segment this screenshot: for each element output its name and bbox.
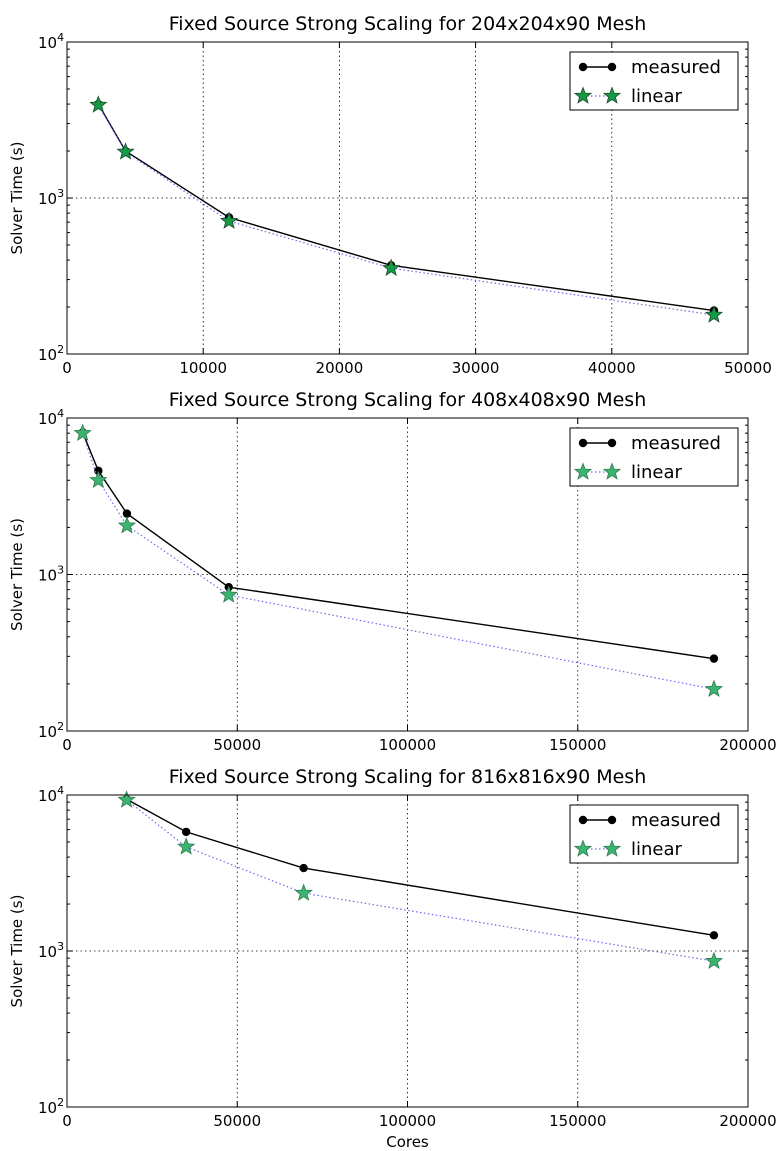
x-tick-label: 20000 [316, 359, 364, 377]
legend-marker-linear [573, 839, 593, 857]
y-tick-label: 102 [38, 720, 64, 741]
series-line-measured [126, 798, 715, 937]
y-tick-label: 103 [38, 940, 64, 961]
y-tick-label: 102 [38, 343, 64, 364]
x-tick-label: 100000 [379, 1112, 436, 1130]
chart-title: Fixed Source Strong Scaling for 816x816x… [169, 766, 647, 788]
data-point-measured [709, 931, 719, 940]
legend-marker-linear [573, 86, 593, 104]
data-point-linear [117, 516, 137, 534]
legend-label-measured: measured [631, 433, 721, 454]
data-point-linear [177, 837, 196, 855]
x-axis-label: Cores [386, 1133, 429, 1151]
data-point-linear [116, 142, 135, 160]
y-axis-label: Solver Time (s) [8, 895, 26, 1008]
plot-frame [66, 41, 749, 355]
legend-label-linear: linear [631, 839, 683, 860]
data-point-measured [299, 863, 308, 873]
chart-title: Fixed Source Strong Scaling for 204x204x… [169, 13, 647, 35]
x-tick-label: 50000 [213, 736, 261, 754]
x-tick-label: 200000 [719, 1112, 776, 1130]
chart-panel-1: Fixed Source Strong Scaling for 204x204x… [8, 13, 772, 377]
x-tick-label: 0 [62, 736, 72, 754]
chart-panel-2: Fixed Source Strong Scaling for 408x408x… [8, 389, 777, 754]
series-line-linear [97, 104, 715, 316]
data-point-linear [704, 679, 724, 697]
legend-label-linear: linear [631, 86, 683, 107]
y-tick-label: 104 [38, 31, 64, 52]
data-point-linear [219, 585, 238, 603]
data-point-linear [294, 883, 313, 901]
x-tick-label: 150000 [549, 736, 606, 754]
x-tick-label: 30000 [452, 359, 500, 377]
legend-marker-measured [607, 815, 617, 825]
legend-marker-measured [607, 62, 617, 72]
legend-marker-linear [602, 462, 622, 480]
x-tick-label: 50000 [724, 359, 772, 377]
data-point-linear [219, 211, 239, 229]
x-tick-label: 0 [62, 359, 72, 377]
chart-panel-3: Fixed Source Strong Scaling for 816x816x… [8, 766, 777, 1151]
data-point-linear [381, 258, 401, 276]
x-tick-label: 0 [62, 1112, 72, 1130]
series-line-measured [97, 103, 715, 312]
x-tick-label: 40000 [588, 359, 636, 377]
legend-marker-linear [573, 462, 593, 480]
legend-marker-measured [578, 62, 588, 72]
plot-frame [66, 794, 749, 1108]
legend-marker-linear [602, 86, 622, 104]
data-point-linear [89, 470, 108, 489]
legend-label-linear: linear [631, 462, 683, 483]
y-tick-label: 103 [38, 564, 64, 585]
plot-frame [66, 417, 749, 732]
legend-box [569, 51, 739, 111]
x-tick-label: 50000 [213, 1112, 261, 1130]
y-tick-label: 104 [38, 784, 64, 805]
data-point-linear [89, 95, 108, 113]
legend-box [569, 427, 739, 487]
y-axis-label: Solver Time (s) [8, 518, 26, 631]
legend-label-measured: measured [631, 57, 721, 78]
y-tick-label: 104 [38, 407, 64, 428]
data-point-measured [709, 654, 719, 663]
legend-marker-measured [578, 438, 588, 448]
data-point-measured [181, 827, 191, 837]
legend-marker-linear [602, 839, 622, 857]
data-point-measured [122, 509, 132, 518]
series-line-linear [82, 432, 715, 690]
y-tick-label: 102 [38, 1096, 64, 1117]
legend-marker-measured [578, 815, 588, 825]
x-tick-label: 100000 [379, 736, 436, 754]
x-tick-label: 200000 [719, 736, 776, 754]
legend-label-measured: measured [631, 810, 721, 831]
data-point-linear [73, 423, 92, 441]
legend-marker-measured [607, 438, 617, 448]
chart-title: Fixed Source Strong Scaling for 408x408x… [169, 389, 647, 411]
data-point-linear [117, 790, 136, 808]
data-point-linear [704, 305, 724, 323]
y-axis-label: Solver Time (s) [8, 142, 26, 255]
legend-box [569, 804, 739, 864]
y-tick-label: 103 [38, 187, 64, 208]
data-point-linear [704, 951, 724, 970]
x-tick-label: 150000 [549, 1112, 606, 1130]
x-tick-label: 10000 [179, 359, 227, 377]
